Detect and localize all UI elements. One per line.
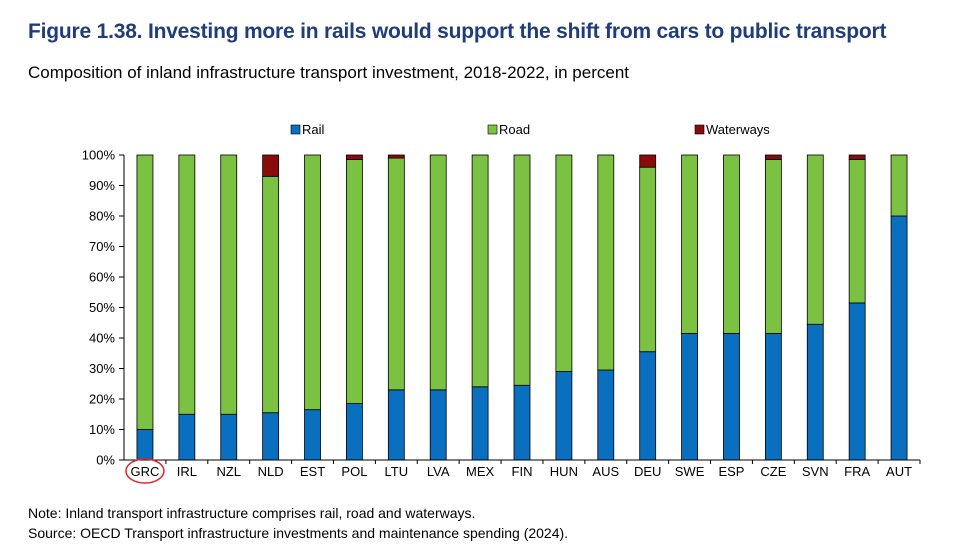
figure-title: Figure 1.38. Investing more in rails wou…: [28, 20, 887, 43]
figure-footnotes: Note: Inland transport infrastructure co…: [28, 503, 568, 543]
bar-segment-rail-ltu: [387, 389, 405, 461]
x-tick-label: LTU: [385, 464, 409, 479]
legend-swatch-waterways: [694, 124, 705, 135]
x-tick-label: HUN: [550, 464, 578, 479]
bar-segment-waterways-deu: [639, 154, 657, 168]
y-tick-label: 0%: [96, 453, 115, 468]
bar-segment-rail-esp: [723, 333, 740, 461]
bar-segment-rail-grc: [136, 429, 154, 461]
y-axis: 0% 10% 20% 30% 40% 50% 60% 70% 80% 90% 100%: [82, 148, 125, 468]
bar-segment-rail-hun: [555, 371, 573, 461]
y-tick-label: 90%: [89, 178, 115, 193]
legend-label-road: Road: [499, 122, 530, 137]
bar-segment-rail-fra: [848, 302, 866, 461]
bar-segment-waterways-ltu: [387, 154, 405, 159]
x-tick-label: POL: [341, 464, 367, 479]
x-tick-label: AUS: [592, 464, 619, 479]
bar-segment-rail-aus: [597, 369, 615, 461]
x-tick-label: FRA: [844, 464, 870, 479]
legend-swatch-rail: [290, 124, 301, 135]
bar-segment-waterways-nld: [262, 154, 280, 177]
bar-segment-road-aut: [890, 154, 908, 217]
bar-segment-waterways-fra: [848, 154, 866, 160]
bar-segment-road-nzl: [220, 154, 238, 415]
x-tick-label: EST: [300, 464, 325, 479]
x-tick-label: GRC: [131, 464, 160, 479]
bar-segment-road-mex: [471, 154, 489, 388]
bar-segment-road-ltu: [387, 157, 405, 391]
y-tick-label: 30%: [89, 361, 115, 376]
bars: [136, 154, 908, 461]
bar-segment-road-cze: [764, 159, 782, 334]
bar-segment-rail-fin: [513, 384, 531, 461]
bar-segment-rail-pol: [346, 403, 363, 461]
figure-subtitle: Composition of inland infrastructure tra…: [28, 63, 629, 82]
bar-segment-rail-nzl: [220, 413, 238, 461]
bar-segment-road-lva: [429, 154, 447, 391]
bar-segment-road-grc: [136, 154, 154, 430]
legend: Rail Road Waterways: [290, 122, 770, 137]
y-tick-label: 50%: [89, 300, 115, 315]
y-tick-label: 60%: [89, 270, 115, 285]
x-tick-label: AUT: [886, 464, 912, 479]
source-text: Source: OECD Transport infrastructure in…: [28, 525, 569, 541]
bar-segment-road-aus: [597, 154, 615, 371]
bar-segment-rail-lva: [429, 389, 447, 461]
x-tick-label: FIN: [512, 464, 533, 479]
bar-segment-rail-swe: [681, 333, 698, 461]
bar-segment-rail-mex: [471, 386, 489, 461]
bar-segment-rail-deu: [639, 351, 657, 461]
bar-segment-road-fin: [513, 154, 531, 386]
bar-segment-rail-cze: [764, 333, 782, 461]
bar-segment-road-deu: [639, 166, 657, 353]
x-tick-label: IRL: [177, 464, 197, 479]
x-axis: GRC IRL NZL NLD EST POL LTU LVA MEX FIN HUN AUS DEU S…: [124, 458, 921, 484]
bar-segment-road-pol: [346, 159, 363, 404]
bar-segment-road-est: [304, 154, 321, 411]
y-tick-label: 70%: [89, 239, 115, 254]
legend-label-waterways: Waterways: [706, 122, 770, 137]
y-tick-label: 40%: [89, 331, 115, 346]
x-tick-label: MEX: [466, 464, 495, 479]
note-text: Note: Inland transport infrastructure co…: [28, 505, 476, 521]
y-tick-label: 80%: [89, 209, 115, 224]
bar-segment-waterways-pol: [346, 154, 363, 160]
bar-segment-road-nld: [262, 175, 280, 414]
legend-swatch-road: [487, 124, 498, 135]
stacked-bar-chart: Rail Road Waterways 0% 10% 20% 30% 40% 50% 60% 70…: [82, 122, 921, 484]
bar-segment-road-svn: [806, 154, 824, 325]
y-tick-label: 20%: [89, 392, 115, 407]
highlight-circle: [125, 458, 165, 484]
bar-segment-rail-nld: [262, 412, 280, 461]
y-tick-label: 10%: [89, 422, 115, 437]
bar-segment-road-fra: [848, 159, 866, 304]
x-tick-label: SWE: [675, 464, 705, 479]
x-tick-label: LVA: [427, 464, 450, 479]
x-tick-label: DEU: [634, 464, 661, 479]
bar-segment-road-swe: [681, 154, 698, 334]
bar-segment-road-irl: [178, 154, 196, 415]
bar-segment-road-hun: [555, 154, 573, 372]
x-tick-label: CZE: [760, 464, 786, 479]
bar-segment-rail-est: [304, 409, 321, 461]
x-tick-label: NZL: [216, 464, 241, 479]
x-tick-label: ESP: [718, 464, 744, 479]
legend-label-rail: Rail: [302, 122, 325, 137]
bar-segment-rail-irl: [178, 413, 196, 461]
x-tick-label: SVN: [802, 464, 829, 479]
y-tick-label: 100%: [82, 148, 116, 163]
bar-segment-rail-svn: [806, 323, 824, 461]
bar-segment-waterways-cze: [764, 154, 782, 160]
bar-segment-road-esp: [723, 154, 740, 334]
x-tick-label: NLD: [258, 464, 284, 479]
bar-segment-rail-aut: [890, 215, 908, 461]
